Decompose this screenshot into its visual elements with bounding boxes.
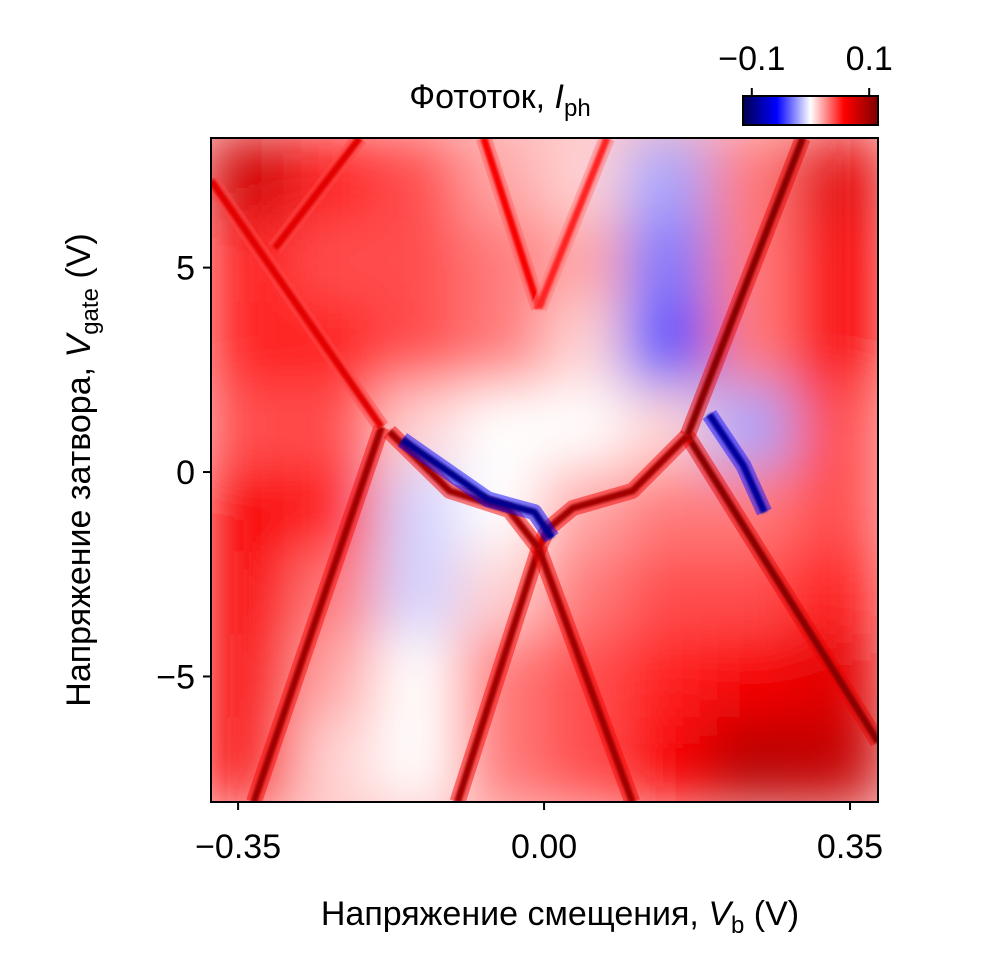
y-tick-label: 5 xyxy=(176,250,195,288)
colorbar-title: Фототок, Iph xyxy=(409,78,590,122)
colorbar-tick-label: −0.1 xyxy=(718,40,785,78)
heatmap-cell xyxy=(458,302,546,390)
y-tick-label: 0 xyxy=(176,454,195,492)
x-axis-label: Напряжение смещения, Vb (V) xyxy=(321,895,799,939)
y-axis: 5 0 −5 xyxy=(156,250,211,696)
lower-right-branch xyxy=(535,547,636,802)
heatmap-cells xyxy=(211,138,878,802)
colorbar-tick-label: 0.1 xyxy=(846,40,893,78)
heatmap-cell xyxy=(792,219,878,307)
y-axis-label: Напряжение затвора, Vgate (V) xyxy=(60,233,104,706)
colorbar: −0.1 0.1 xyxy=(718,40,893,126)
colorbar-ticks: −0.1 0.1 xyxy=(718,40,893,96)
heatmap-cell xyxy=(211,302,297,390)
heatmap-cell xyxy=(625,302,713,390)
heatmap-cell xyxy=(792,385,878,473)
heatmap-cell xyxy=(542,385,630,473)
heatmap-cell xyxy=(375,717,463,802)
heatmap-features xyxy=(211,138,878,802)
heatmap-cell xyxy=(375,219,463,307)
x-tick-label: 0.35 xyxy=(817,828,883,866)
top-left-branch xyxy=(480,138,543,310)
heatmap-cell xyxy=(375,302,463,390)
heatmap-cell xyxy=(292,717,380,802)
heatmap-cell xyxy=(458,385,546,473)
heatmap-cell xyxy=(792,138,878,224)
heatmap-cell xyxy=(708,717,796,802)
heatmap-cell xyxy=(625,551,713,639)
y-tick-label: −5 xyxy=(156,658,195,696)
heatmap-cell xyxy=(292,219,380,307)
upper-right-resonance xyxy=(684,138,807,437)
left-resonance xyxy=(250,425,385,802)
heatmap-cell xyxy=(375,138,463,224)
heatmap-cell xyxy=(708,634,796,722)
heatmap-cell xyxy=(792,468,878,556)
heatmap-cell xyxy=(211,385,297,473)
heatmap-cell xyxy=(792,302,878,390)
colorbar-gradient xyxy=(742,95,879,126)
x-tick-label: 0.00 xyxy=(511,828,577,866)
lower-right-resonance xyxy=(684,433,878,744)
upper-left-resonance xyxy=(211,178,385,430)
x-axis: −0.35 0.00 0.35 xyxy=(195,802,883,866)
heatmap-cell xyxy=(211,551,297,639)
top-right-branch xyxy=(535,138,611,310)
heatmap-cell xyxy=(625,634,713,722)
far-left-line xyxy=(272,138,363,251)
plot-area xyxy=(211,138,878,802)
heatmap-cell xyxy=(375,634,463,722)
blue-left-arc xyxy=(400,436,555,540)
lower-left-branch xyxy=(454,547,543,802)
heatmap-cell xyxy=(375,551,463,639)
heatmap-cell xyxy=(542,302,630,390)
heatmap-cell xyxy=(625,717,713,802)
blue-right-arc xyxy=(706,412,768,514)
x-tick-label: −0.35 xyxy=(195,828,281,866)
heatmap-cell xyxy=(211,468,297,556)
heatmap-cell xyxy=(625,138,713,224)
heatmap-cell xyxy=(625,219,713,307)
